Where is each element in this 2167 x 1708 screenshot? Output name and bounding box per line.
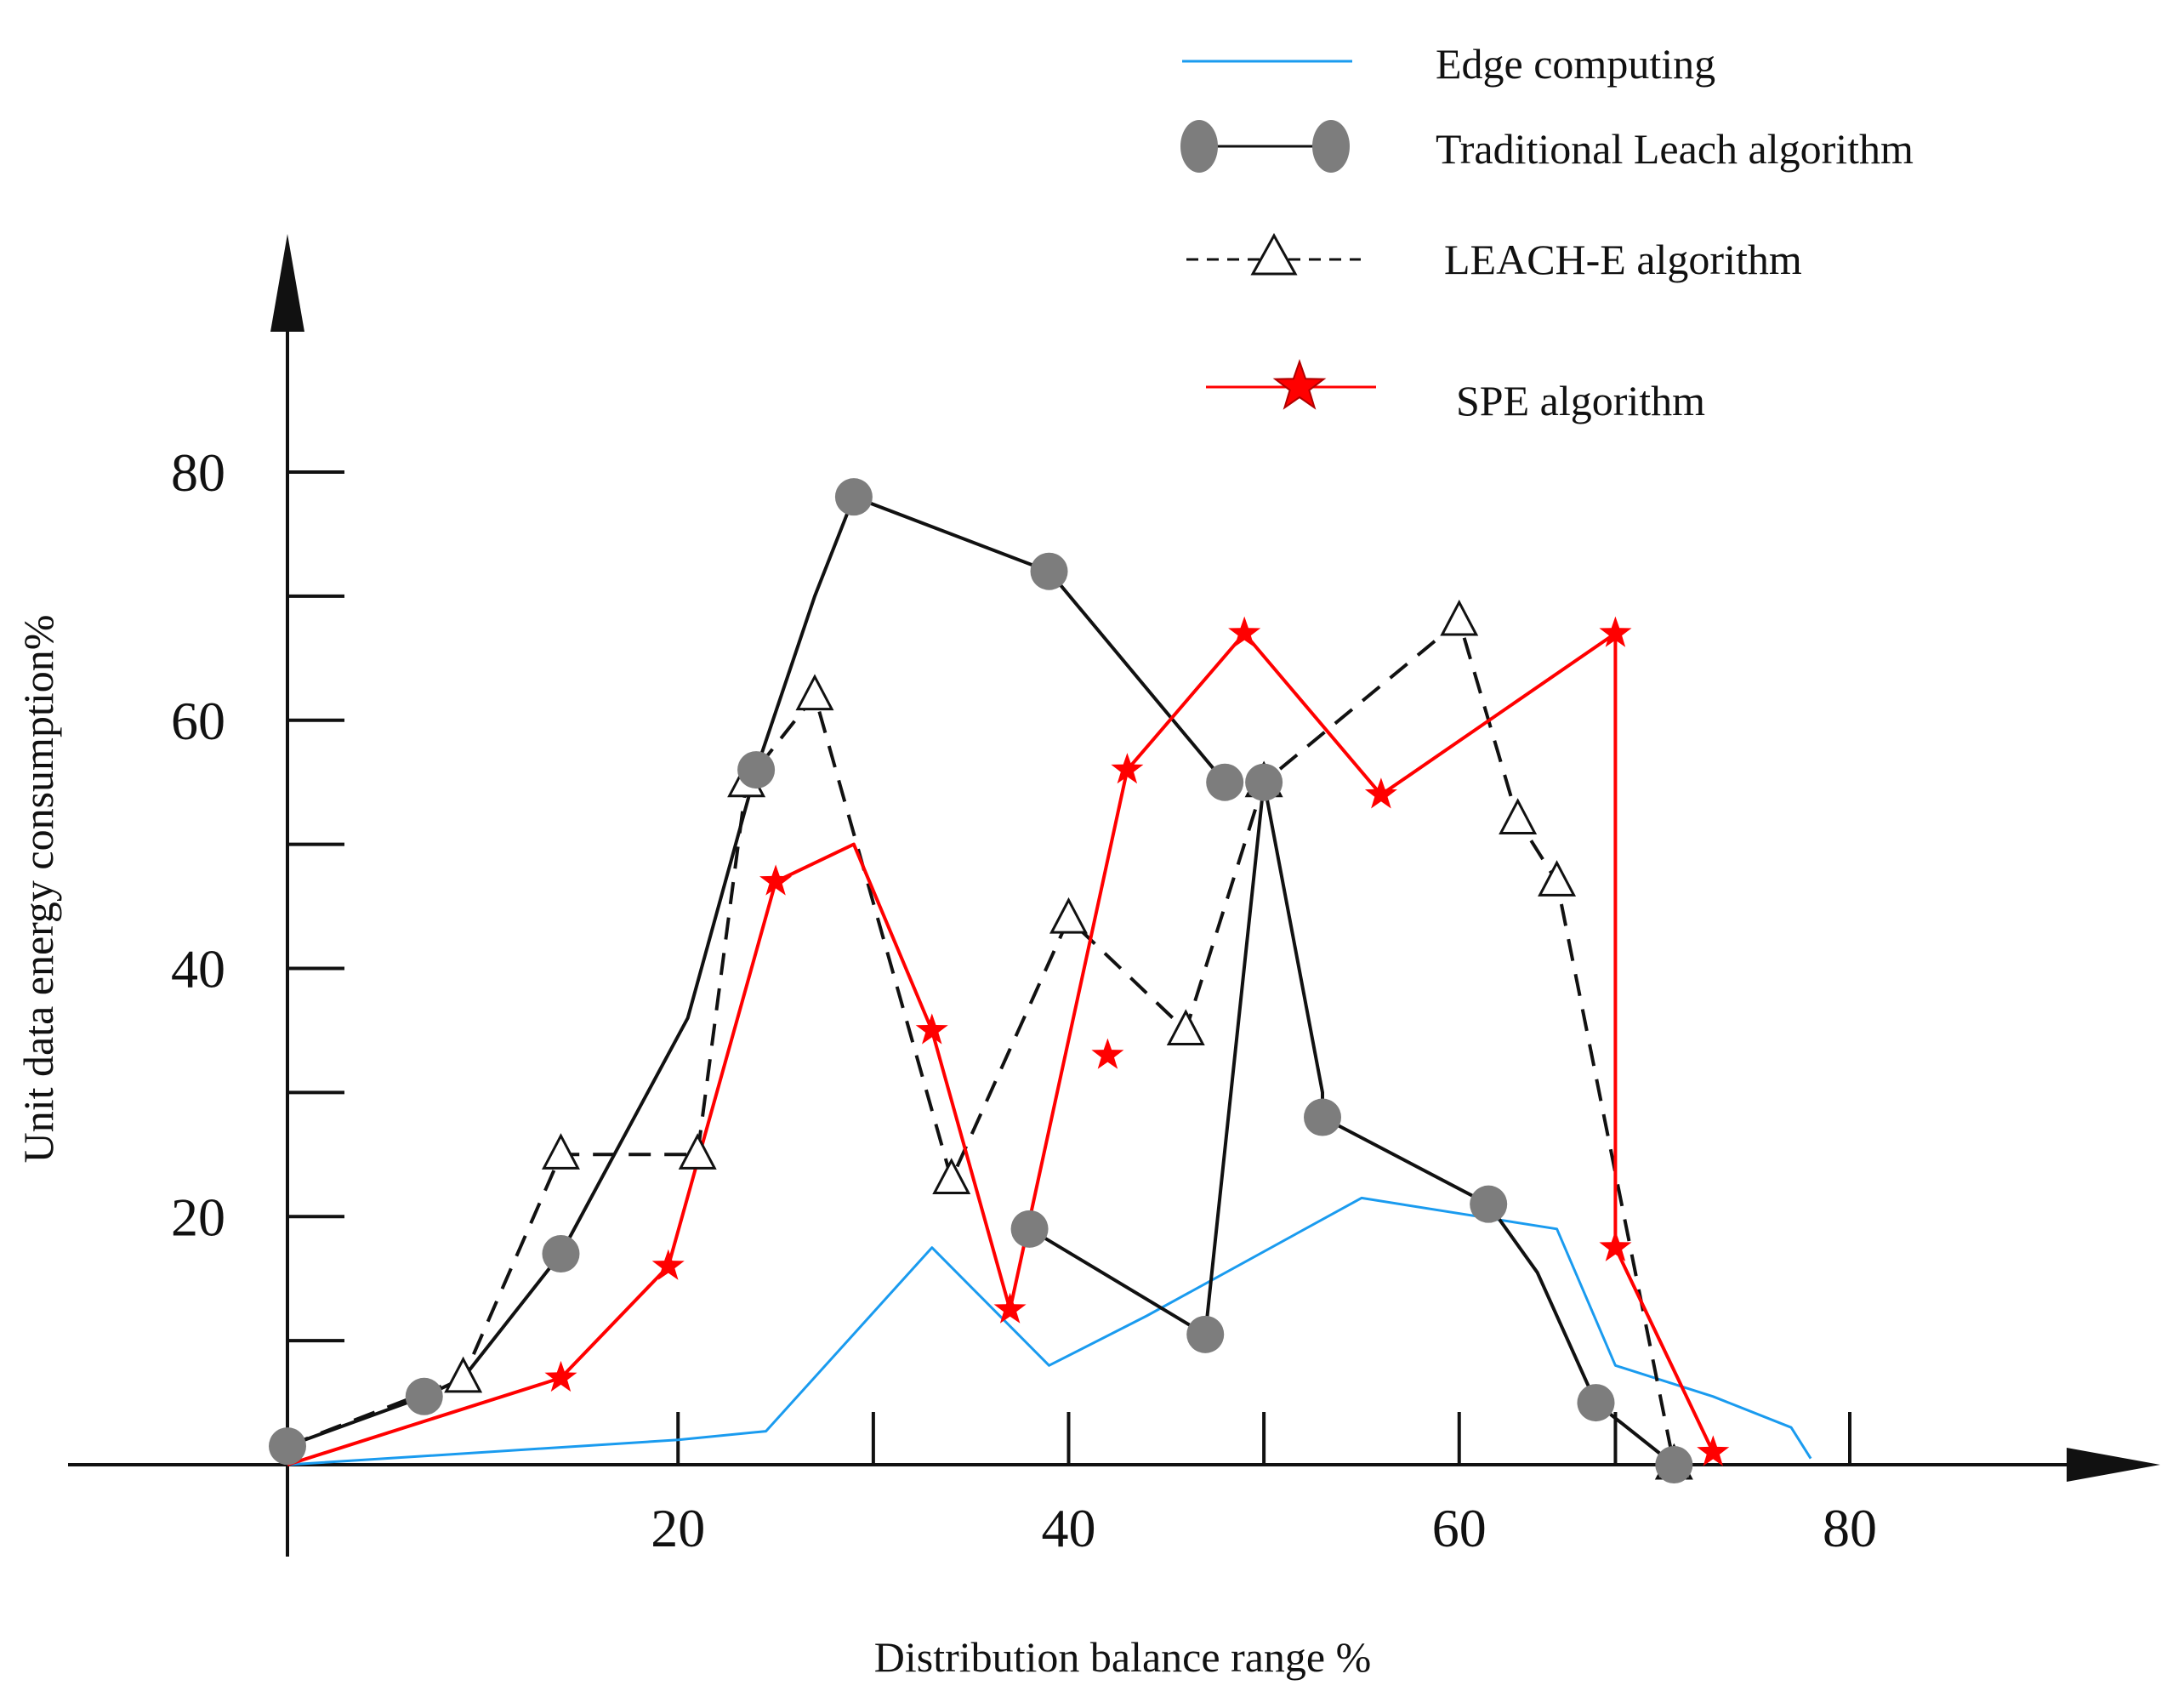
spe-marker-9 (1364, 777, 1397, 809)
traditional-leach-marker-0 (269, 1427, 306, 1466)
legend-swatch-leach-marker-right (1312, 120, 1350, 173)
y-tick-label-80: 80 (171, 442, 225, 503)
legend: Edge computing Traditional Leach algorit… (1180, 40, 1914, 424)
leach-e-marker-5 (795, 674, 834, 711)
legend-swatch-leache-marker (1250, 232, 1298, 276)
series-line-traditional-leach (287, 495, 1226, 1448)
series-line-leach-e (287, 619, 1676, 1466)
series-line-traditional-leach-segment-2 (1028, 780, 1675, 1466)
traditional-leach-marker-17 (1577, 1384, 1615, 1422)
spe-marker-1 (544, 1360, 577, 1392)
leach-e-marker-12 (1538, 860, 1577, 897)
traditional-leach-marker-5 (737, 751, 776, 789)
y-axis-title: Unit data energy consumption% (14, 615, 62, 1164)
x-tick-label-40: 40 (1042, 1498, 1096, 1558)
leach-e-marker-11 (1499, 798, 1538, 834)
y-tick-label-60: 60 (171, 691, 225, 751)
y-tick-label-40: 40 (171, 939, 225, 999)
traditional-leach-marker-18 (1655, 1446, 1693, 1483)
x-tick-label-20: 20 (651, 1498, 705, 1558)
traditional-leach-marker-11 (1186, 1315, 1225, 1353)
leach-e-marker-1 (444, 1356, 483, 1393)
spe-marker-3 (759, 864, 793, 896)
traditional-leach-marker-7 (834, 478, 873, 516)
legend-item-edge: Edge computing (1182, 40, 1715, 88)
spe-marker-7 (1111, 753, 1144, 784)
traditional-leach-marker-8 (1030, 552, 1068, 590)
spe-marker-5 (915, 1013, 948, 1045)
spe-marker-11 (1599, 1230, 1632, 1261)
traditional-leach-marker-9 (1206, 763, 1244, 801)
legend-item-spe: SPE algorithm (1206, 358, 1705, 424)
legend-item-leach: Traditional Leach algorithm (1180, 120, 1914, 173)
leach-e-marker-10 (1440, 599, 1479, 636)
y-axis-arrow (270, 234, 304, 332)
traditional-leach-marker-1 (405, 1377, 443, 1415)
axes (68, 234, 2160, 1557)
spe-marker-13 (1091, 1038, 1124, 1069)
tick-labels: 20 40 60 80 20 40 60 80 (171, 442, 1877, 1558)
legend-item-leache: LEACH-E algorithm (1186, 232, 1802, 283)
leach-e-marker-2 (541, 1133, 580, 1170)
tick-marks (287, 470, 1851, 1465)
legend-swatch-spe-marker (1272, 358, 1327, 410)
leach-e-marker-6 (932, 1158, 971, 1194)
leach-e-marker-3 (678, 1133, 717, 1170)
series-layer (269, 478, 1812, 1483)
spe-marker-2 (651, 1249, 685, 1280)
leach-e-marker-8 (1166, 1009, 1205, 1045)
series-line-edge-computing (287, 1196, 1812, 1466)
legend-label-leach: Traditional Leach algorithm (1436, 125, 1914, 173)
spe-marker-12 (1697, 1435, 1730, 1466)
traditional-leach-marker-14 (1304, 1098, 1342, 1136)
traditional-leach-marker-12 (1245, 763, 1283, 801)
legend-label-edge: Edge computing (1436, 40, 1715, 88)
x-axis-title: Distribution balance range % (874, 1633, 1372, 1681)
y-tick-label-20: 20 (171, 1187, 225, 1247)
x-tick-label-60: 60 (1432, 1498, 1487, 1558)
traditional-leach-marker-10 (1010, 1210, 1049, 1248)
traditional-leach-marker-15 (1470, 1185, 1508, 1223)
x-tick-label-80: 80 (1823, 1498, 1877, 1558)
legend-label-spe: SPE algorithm (1456, 377, 1705, 424)
spe-marker-10 (1599, 616, 1632, 647)
legend-swatch-leach-marker-left (1180, 120, 1218, 173)
traditional-leach-marker-3 (542, 1235, 580, 1273)
x-axis-arrow (2067, 1448, 2160, 1482)
spe-marker-8 (1228, 616, 1261, 647)
spe-marker-6 (993, 1292, 1027, 1324)
leach-e-marker-7 (1049, 897, 1088, 934)
legend-label-leache: LEACH-E algorithm (1444, 236, 1802, 283)
